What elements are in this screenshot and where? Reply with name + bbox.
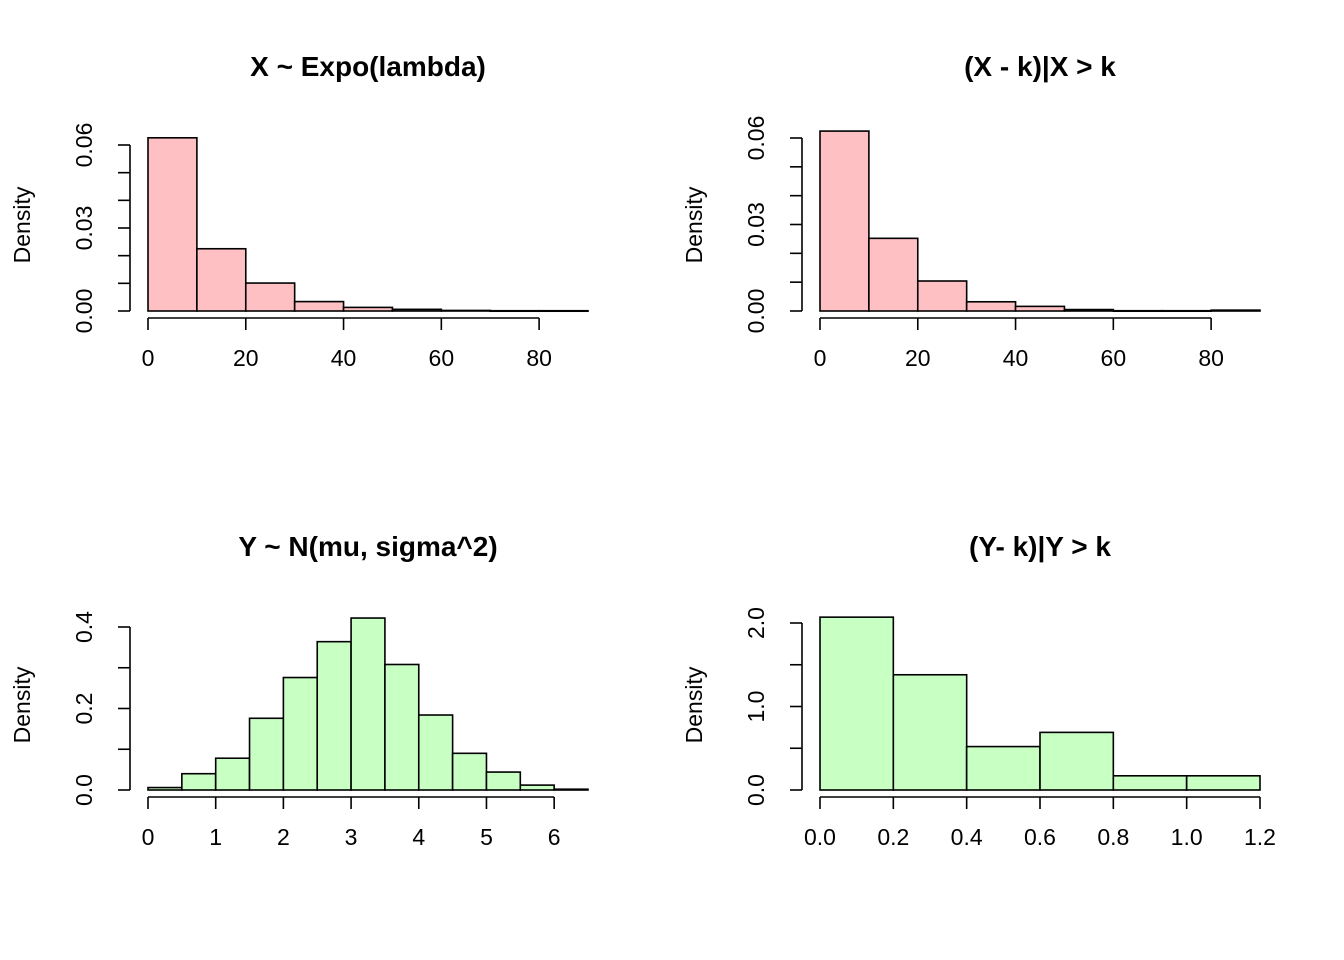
x-tick-label: 0.6 — [1024, 824, 1056, 850]
y-tick-label: 0.0 — [71, 774, 97, 806]
histogram-bar — [819, 130, 870, 312]
x-tick-label: 80 — [1198, 345, 1224, 371]
histogram-bar — [965, 300, 1017, 312]
x-tick-label: 6 — [548, 824, 561, 850]
histogram-bar — [553, 788, 589, 791]
histogram-bar — [147, 137, 198, 312]
chart-title: (Y- k)|Y > k — [969, 531, 1111, 562]
x-tick-label: 2 — [277, 824, 290, 850]
histogram-bar — [342, 306, 394, 312]
y-tick-label: 0.03 — [743, 202, 769, 247]
chart-title: (X - k)|X > k — [964, 51, 1116, 82]
x-tick-label: 20 — [233, 345, 259, 371]
histogram-bar — [868, 237, 919, 312]
histogram-bar — [1063, 308, 1115, 312]
y-axis-label: Density — [9, 186, 35, 263]
histogram-bar — [248, 717, 285, 791]
histogram-bar — [316, 640, 352, 791]
histogram-bar — [1185, 775, 1261, 791]
chart-title: X ~ Expo(lambda) — [250, 51, 486, 82]
histogram-panel-2: (X - k)|X > k Density 0 20 40 60 80 0.00 0.03 0.0… — [681, 51, 1261, 371]
y-tick-label: 2.0 — [743, 607, 769, 639]
histogram-bar — [440, 309, 492, 312]
y-axis-label: Density — [681, 666, 707, 743]
y-tick-label: 0.4 — [71, 611, 97, 643]
x-tick-label: 0 — [142, 345, 155, 371]
x-tick-label: 4 — [412, 824, 425, 850]
histogram-bar — [391, 308, 443, 312]
x-tick-label: 60 — [1101, 345, 1127, 371]
x-tick-label: 0.2 — [877, 824, 909, 850]
y-tick-label: 1.0 — [743, 691, 769, 723]
x-tick-label: 0.0 — [804, 824, 836, 850]
histogram-bar — [214, 757, 251, 791]
histogram-bar — [196, 247, 247, 312]
histogram-bar — [1161, 309, 1212, 313]
histogram-bar — [489, 309, 540, 313]
y-tick-label: 0.00 — [743, 289, 769, 334]
histogram-panel-4: (Y- k)|Y > k Density 0.0 0.2 0.4 0.6 0.8 1.0 1.2… — [681, 531, 1276, 850]
x-tick-label: 0.8 — [1097, 824, 1129, 850]
histogram-panel-3: Y ~ N(mu, sigma^2) Density 0 1 2 3 4 5 6 0.0 0.2 0.… — [9, 531, 589, 850]
y-tick-label: 0.2 — [71, 693, 97, 725]
y-tick-label: 0.0 — [743, 774, 769, 806]
histogram-bar — [147, 786, 183, 791]
histogram-bar — [1112, 309, 1164, 313]
histogram-bar — [892, 673, 968, 791]
histogram-bar — [451, 752, 488, 791]
histogram-bar — [384, 663, 420, 791]
histogram-bar — [538, 309, 589, 313]
histogram-bar — [350, 617, 386, 791]
histogram-bar — [519, 784, 555, 791]
x-tick-label: 5 — [480, 824, 493, 850]
histogram-bar — [1210, 309, 1261, 312]
y-tick-label: 0.06 — [71, 123, 97, 168]
histogram-bar — [282, 676, 319, 791]
x-tick-label: 1.2 — [1244, 824, 1276, 850]
histogram-bar — [181, 772, 217, 791]
x-tick-label: 40 — [331, 345, 357, 371]
chart-title: Y ~ N(mu, sigma^2) — [238, 531, 497, 562]
x-tick-label: 20 — [905, 345, 931, 371]
x-tick-label: 80 — [526, 345, 552, 371]
histogram-bar — [819, 616, 895, 791]
histogram-bar — [916, 280, 968, 312]
y-tick-label: 0.00 — [71, 289, 97, 334]
x-tick-label: 0 — [142, 824, 155, 850]
x-tick-label: 0.4 — [951, 824, 983, 850]
histogram-bar — [485, 771, 522, 791]
histogram-bar — [244, 282, 296, 312]
y-tick-label: 0.06 — [743, 116, 769, 161]
x-tick-label: 0 — [814, 345, 827, 371]
y-axis-label: Density — [681, 186, 707, 263]
x-tick-label: 1.0 — [1171, 824, 1203, 850]
y-tick-label: 0.03 — [71, 206, 97, 251]
histogram-bar — [1112, 775, 1188, 791]
x-tick-label: 40 — [1003, 345, 1029, 371]
x-tick-label: 1 — [209, 824, 222, 850]
x-tick-label: 3 — [345, 824, 358, 850]
histogram-panel-1: X ~ Expo(lambda) Density 0 20 40 60 80 0.00 0.03… — [9, 51, 589, 371]
histogram-bar — [417, 714, 454, 791]
y-axis-label: Density — [9, 666, 35, 743]
histogram-bar — [293, 300, 345, 312]
histogram-bar — [1014, 305, 1066, 312]
histogram-bar — [965, 745, 1041, 791]
x-tick-label: 60 — [429, 345, 455, 371]
histogram-bar — [1039, 731, 1115, 791]
